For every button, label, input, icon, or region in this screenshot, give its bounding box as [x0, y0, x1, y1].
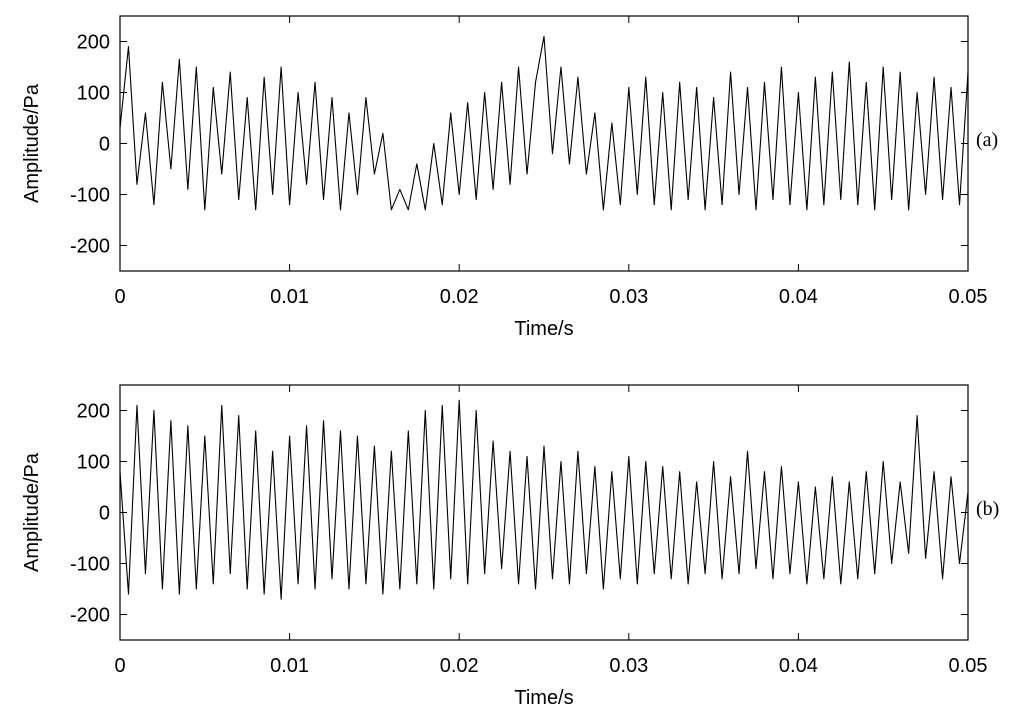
- chart-0-x-axis-title: Time/s: [514, 318, 573, 340]
- chart-1: 0 0.01 0.02 0.03 0.04 0.05 200 100 0 -100 -200 Time…: [21, 384, 999, 709]
- chart-0-ytick-label-3: -100: [70, 185, 110, 207]
- chart-1-ytick-label-0: 200: [77, 401, 110, 423]
- chart-1-y-axis-title: Amplitude/Pa: [21, 452, 43, 572]
- chart-1-xtick-label-5: 0.05: [949, 655, 988, 677]
- chart-1-plot-frame: [119, 384, 969, 641]
- chart-1-xtick-label-3: 0.03: [609, 655, 648, 677]
- chart-0-ytick-label-1: 100: [77, 83, 110, 105]
- chart-0-panel-label: (a): [976, 129, 998, 151]
- chart-0-xtick-label-0: 0: [114, 286, 125, 308]
- chart-0-ytick-label-4: -200: [70, 236, 110, 258]
- chart-1-ytick-label-1: 100: [77, 452, 110, 474]
- chart-1-ytick-label-4: -200: [70, 605, 110, 627]
- chart-0-xtick-label-2: 0.02: [440, 286, 479, 308]
- chart-0-ytick-label-2: 0: [99, 134, 110, 156]
- chart-0-plot-frame: [119, 15, 969, 272]
- chart-0-series-line-0: [119, 35, 969, 211]
- chart-0-xtick-label-1: 0.01: [270, 286, 309, 308]
- chart-1-xtick-label-2: 0.02: [440, 655, 479, 677]
- chart-1-xtick-label-1: 0.01: [270, 655, 309, 677]
- chart-0-xtick-label-5: 0.05: [949, 286, 988, 308]
- chart-1-series-line-0: [119, 399, 969, 600]
- chart-1-ytick-label-2: 0: [99, 503, 110, 525]
- chart-1-ytick-label-3: -100: [70, 554, 110, 576]
- chart-0-xtick-label-3: 0.03: [609, 286, 648, 308]
- chart-0-xtick-label-4: 0.04: [779, 286, 818, 308]
- chart-0: 0 0.01 0.02 0.03 0.04 0.05 200 100 0 -100 -200 Time…: [21, 15, 998, 340]
- chart-1-x-axis-title: Time/s: [514, 687, 573, 709]
- chart-1-xtick-label-0: 0: [114, 655, 125, 677]
- chart-1-panel-label: (b): [976, 498, 999, 520]
- chart-1-xtick-label-4: 0.04: [779, 655, 818, 677]
- chart-0-y-axis-title: Amplitude/Pa: [21, 83, 43, 203]
- chart-0-ytick-label-0: 200: [77, 32, 110, 54]
